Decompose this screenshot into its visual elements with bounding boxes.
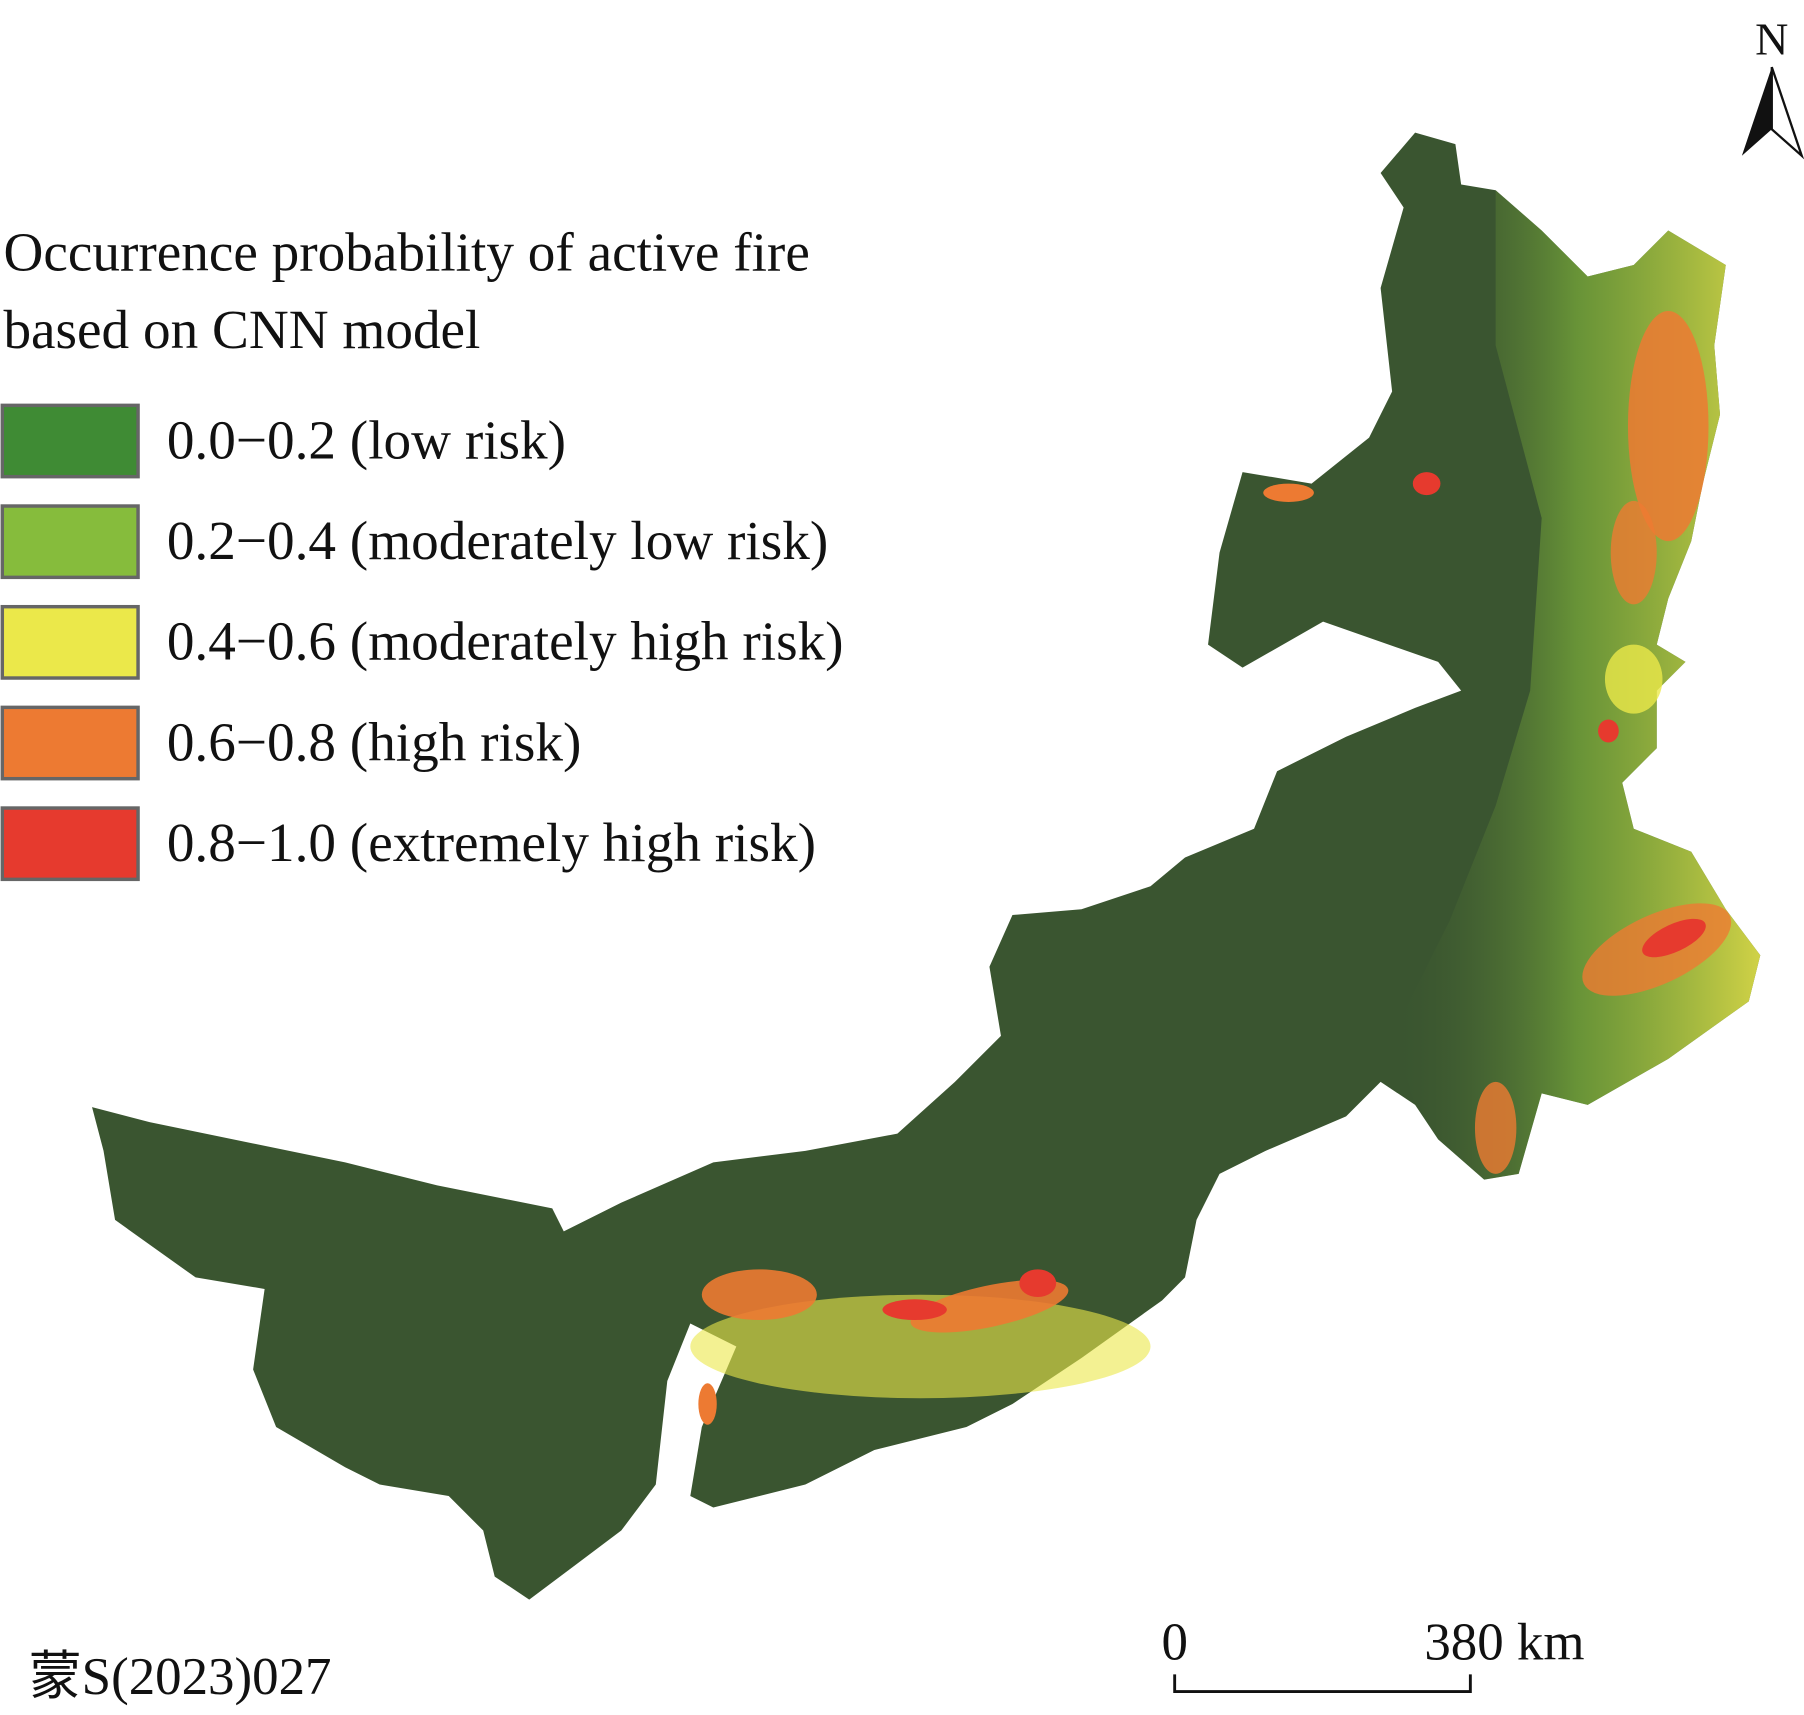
high-risk-patch <box>1263 483 1314 502</box>
north-arrow-dark <box>1741 67 1772 156</box>
north-arrow: N <box>1741 13 1804 160</box>
high-risk-patch <box>698 1383 717 1425</box>
scale-start-label: 0 <box>1161 1613 1187 1671</box>
scale-bar: 0 380 km <box>1161 1613 1585 1694</box>
extreme-risk-patch <box>1019 1269 1057 1297</box>
legend-label: 0.2−0.4 (moderately low risk) <box>167 510 828 571</box>
legend-swatch <box>0 806 140 882</box>
legend-label: 0.0−0.2 (low risk) <box>167 409 566 470</box>
legend-swatch <box>0 504 140 580</box>
high-risk-patch <box>1627 311 1709 542</box>
high-risk-patch <box>701 1269 817 1321</box>
legend: Occurrence probability of active fire ba… <box>0 222 844 882</box>
scale-end-label: 380 km <box>1424 1613 1584 1671</box>
extreme-risk-patch <box>1598 719 1619 743</box>
legend-label: 0.8−1.0 (extremely high risk) <box>167 812 816 873</box>
extreme-risk-patch <box>1642 918 1706 958</box>
moderate-risk-patch <box>1604 644 1663 714</box>
north-arrow-light <box>1770 66 1804 160</box>
legend-swatch <box>0 403 140 479</box>
high-risk-patch <box>1610 500 1657 605</box>
legend-label: 0.4−0.6 (moderately high risk) <box>167 611 844 672</box>
legend-swatch <box>0 705 140 781</box>
map-number: 蒙S(2023)027 <box>29 1648 332 1706</box>
region-map <box>92 132 1761 1600</box>
moderate-risk-patch <box>690 1294 1151 1399</box>
extreme-risk-patch <box>882 1299 947 1321</box>
scale-line <box>1173 1674 1472 1694</box>
extreme-risk-patch <box>1412 472 1441 496</box>
region-outline <box>92 132 1761 1600</box>
legend-swatch <box>0 604 140 680</box>
legend-title: Occurrence probability of active fire <box>3 222 809 283</box>
legend-label: 0.6−0.8 (high risk) <box>167 711 582 772</box>
legend-title: based on CNN model <box>3 299 480 360</box>
north-label: N <box>1755 13 1788 64</box>
high-risk-patch <box>1474 1081 1517 1174</box>
